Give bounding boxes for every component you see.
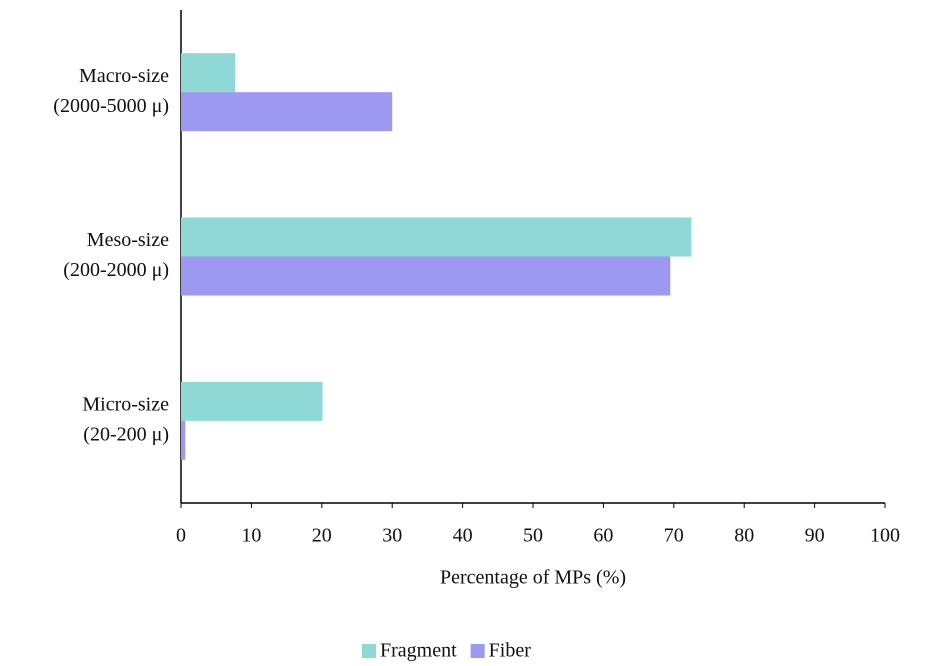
x-tick-label: 20 xyxy=(312,525,332,547)
y-tick-label: (200-2000 μ) xyxy=(63,259,169,281)
y-tick-label: Meso-size xyxy=(87,229,169,251)
bar xyxy=(181,257,670,296)
bar xyxy=(181,53,235,92)
legend-label: Fiber xyxy=(489,640,532,662)
y-tick-label: (2000-5000 μ) xyxy=(53,95,169,117)
x-tick-label: 10 xyxy=(241,525,261,547)
legend-label: Fragment xyxy=(380,640,457,662)
chart: Percentage of MPs (%) 0 10 20 30 40 50 60 70 80 9… xyxy=(0,0,948,666)
x-axis-title: Percentage of MPs (%) xyxy=(440,567,626,589)
legend-swatch xyxy=(471,644,485,658)
bar xyxy=(181,382,323,421)
x-tick-label: 0 xyxy=(176,525,186,547)
bar xyxy=(181,421,185,460)
x-tick-label: 90 xyxy=(805,525,825,547)
x-tick-label: 60 xyxy=(593,525,613,547)
x-tick-label: 40 xyxy=(453,525,473,547)
x-tick-label: 100 xyxy=(870,525,900,547)
x-tick-label: 70 xyxy=(664,525,684,547)
x-tick-label: 80 xyxy=(734,525,754,547)
x-tick-label: 50 xyxy=(523,525,543,547)
bar xyxy=(181,92,392,131)
bar xyxy=(181,218,691,257)
y-tick-label: (20-200 μ) xyxy=(83,423,169,445)
y-tick-label: Micro-size xyxy=(82,393,169,415)
x-tick-label: 30 xyxy=(382,525,402,547)
legend-swatch xyxy=(362,644,376,658)
y-tick-label: Macro-size xyxy=(79,65,169,87)
